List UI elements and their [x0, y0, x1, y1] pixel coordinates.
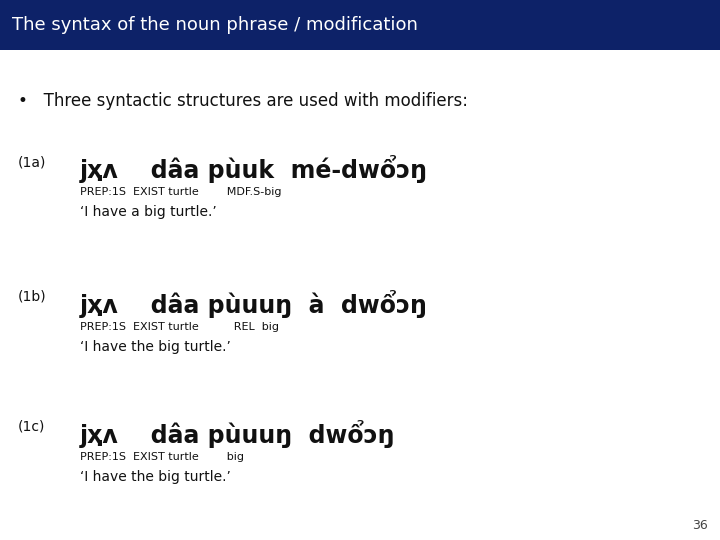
Text: jҳʌ    dâa pùuk  mé-dwổɔŋ: jҳʌ dâa pùuk mé-dwổɔŋ	[80, 155, 428, 183]
Text: jҳʌ    dâa pùuuŋ  à  dwổɔŋ: jҳʌ dâa pùuuŋ à dwổɔŋ	[80, 290, 428, 318]
Text: The syntax of the noun phrase / modification: The syntax of the noun phrase / modifica…	[12, 16, 418, 34]
Text: •   Three syntactic structures are used with modifiers:: • Three syntactic structures are used wi…	[18, 92, 468, 110]
Text: (1b): (1b)	[18, 290, 47, 304]
Text: ‘I have the big turtle.’: ‘I have the big turtle.’	[80, 470, 231, 484]
Text: (1a): (1a)	[18, 155, 46, 169]
Text: ‘I have a big turtle.’: ‘I have a big turtle.’	[80, 205, 217, 219]
Text: PREP:1S  EXIST turtle          REL  big: PREP:1S EXIST turtle REL big	[80, 322, 279, 332]
Text: ‘I have the big turtle.’: ‘I have the big turtle.’	[80, 340, 231, 354]
FancyBboxPatch shape	[0, 0, 720, 50]
Text: 36: 36	[692, 519, 708, 532]
Text: PREP:1S  EXIST turtle        big: PREP:1S EXIST turtle big	[80, 452, 244, 462]
Text: jҳʌ    dâa pùuuŋ  dwổɔŋ: jҳʌ dâa pùuuŋ dwổɔŋ	[80, 420, 395, 448]
Text: (1c): (1c)	[18, 420, 45, 434]
Text: PREP:1S  EXIST turtle        MDF.S-big: PREP:1S EXIST turtle MDF.S-big	[80, 187, 282, 197]
